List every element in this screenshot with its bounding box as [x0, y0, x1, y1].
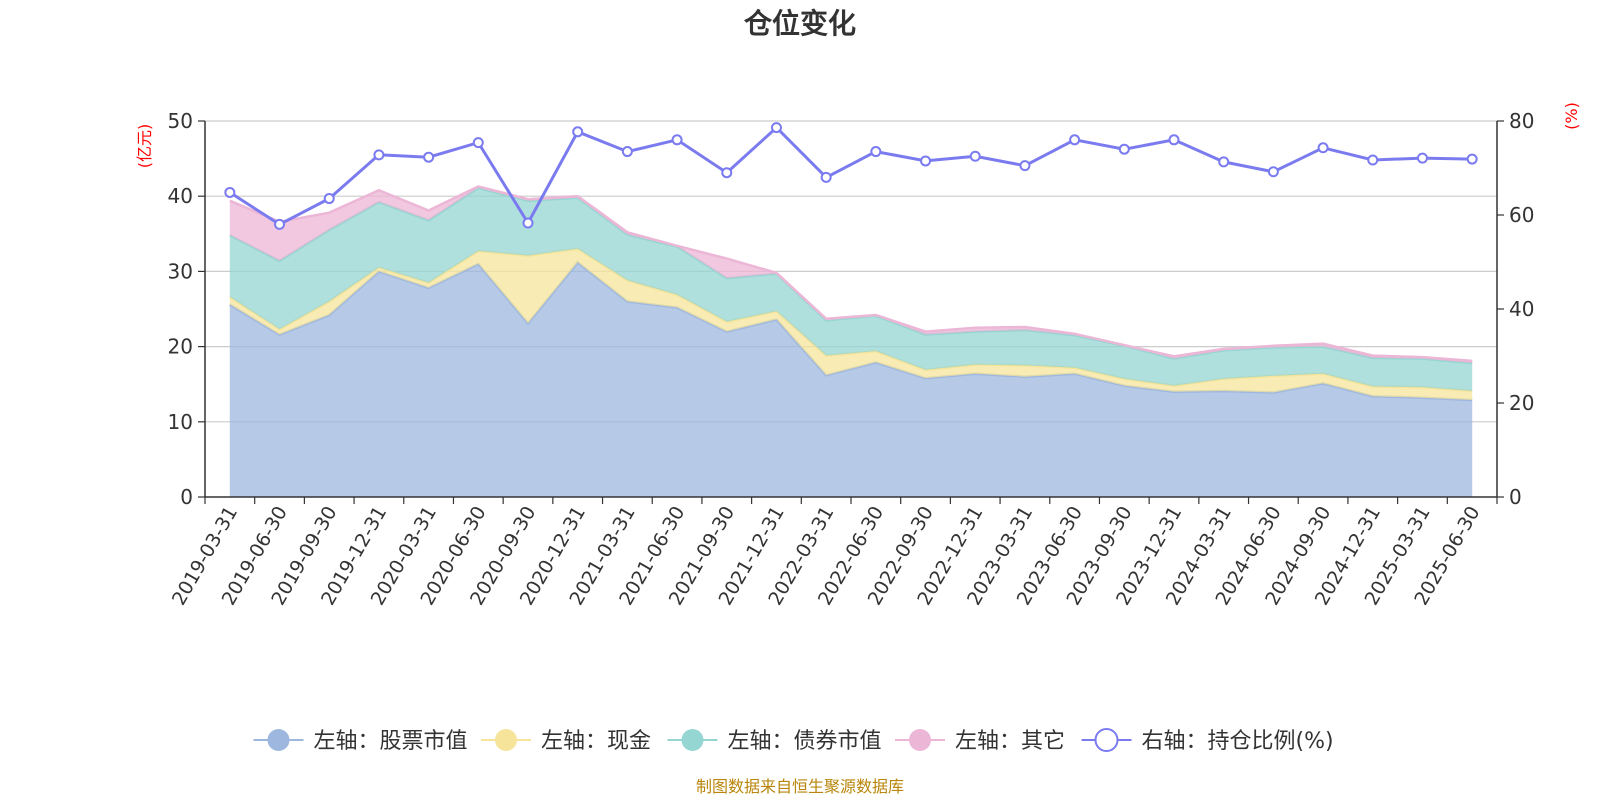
legend-item[interactable]: 左轴：股票市值 [253, 729, 468, 754]
legend-label: 左轴：股票市值 [314, 729, 468, 754]
right-axis-tick-label: 60 [1509, 203, 1534, 227]
legend-item[interactable]: 左轴：现金 [481, 729, 651, 754]
ratio-line [228, 125, 1473, 227]
ratio-point [423, 151, 435, 163]
ratio-point [323, 193, 335, 205]
left-axis-unit: (亿元) [135, 124, 154, 169]
legend-label: 左轴：现金 [541, 729, 651, 754]
stacked-areas [229, 185, 1473, 497]
ratio-point [274, 218, 286, 230]
ratio-point [472, 137, 484, 149]
right-axis-tick-label: 20 [1509, 391, 1534, 415]
legend-marker-icon [681, 729, 704, 751]
right-axis-tick-label: 40 [1509, 297, 1534, 321]
legend-marker-icon [909, 729, 931, 751]
legend-marker-icon [1094, 728, 1119, 752]
ratio-point [1019, 160, 1031, 172]
right-axis-tick-label: 0 [1509, 485, 1522, 509]
source-note: 制图数据来自恒生聚源数据库 [696, 777, 904, 796]
ratio-point [621, 146, 633, 158]
right-axis-unit: (%) [1562, 102, 1581, 130]
ratio-point [1367, 154, 1379, 166]
ratio-point [1118, 143, 1130, 155]
area-左轴：债券市值 [229, 187, 1473, 391]
area-edge-左轴：其它 [229, 185, 1473, 363]
left-axis-tick-label: 40 [168, 184, 193, 208]
right-axis-tick-label: 80 [1509, 109, 1534, 133]
ratio-point [373, 149, 385, 161]
area-左轴：现金 [229, 248, 1473, 400]
ratio-point [522, 217, 534, 229]
legend-item[interactable]: 右轴：持仓比例(%) [1081, 728, 1334, 754]
ratio-point [1218, 156, 1230, 168]
legend-marker-icon [267, 729, 290, 751]
legend-label: 右轴：持仓比例(%) [1142, 729, 1334, 754]
ratio-point [969, 150, 981, 162]
chart-title: 仓位变化 [744, 7, 856, 40]
ratio-point [770, 122, 782, 134]
ratio-point [920, 155, 932, 167]
legend-item[interactable]: 左轴：债券市值 [667, 729, 882, 754]
ratio-point [1267, 166, 1279, 178]
ratio-point [572, 126, 584, 138]
ratio-point [1416, 152, 1428, 164]
ratio-line-series [224, 122, 1478, 230]
ratio-point [671, 134, 683, 146]
ratio-point [870, 146, 882, 158]
ratio-point [1466, 153, 1478, 165]
left-axis-tick-label: 10 [168, 410, 193, 434]
ratio-point [224, 186, 236, 198]
ratio-point [820, 171, 832, 183]
ratio-point [1317, 142, 1329, 154]
legend[interactable]: 左轴：股票市值 左轴：现金 左轴：债券市值 左轴：其它 右轴：持仓比例(%) [253, 728, 1334, 754]
ratio-point [1168, 134, 1180, 146]
legend-label: 左轴：其它 [955, 729, 1065, 754]
left-axis-tick-label: 0 [180, 485, 193, 509]
left-axis-tick-label: 50 [168, 109, 193, 133]
left-axis-tick-label: 30 [168, 259, 193, 283]
legend-label: 左轴：债券市值 [728, 729, 882, 754]
area-左轴：股票市值 [229, 262, 1473, 497]
left-axis-tick-label: 20 [168, 335, 193, 359]
legend-item[interactable]: 左轴：其它 [895, 729, 1065, 754]
ratio-point [1069, 134, 1081, 146]
legend-marker-icon [495, 729, 517, 751]
area-左轴：其它 [229, 186, 1473, 364]
ratio-point [721, 167, 733, 179]
